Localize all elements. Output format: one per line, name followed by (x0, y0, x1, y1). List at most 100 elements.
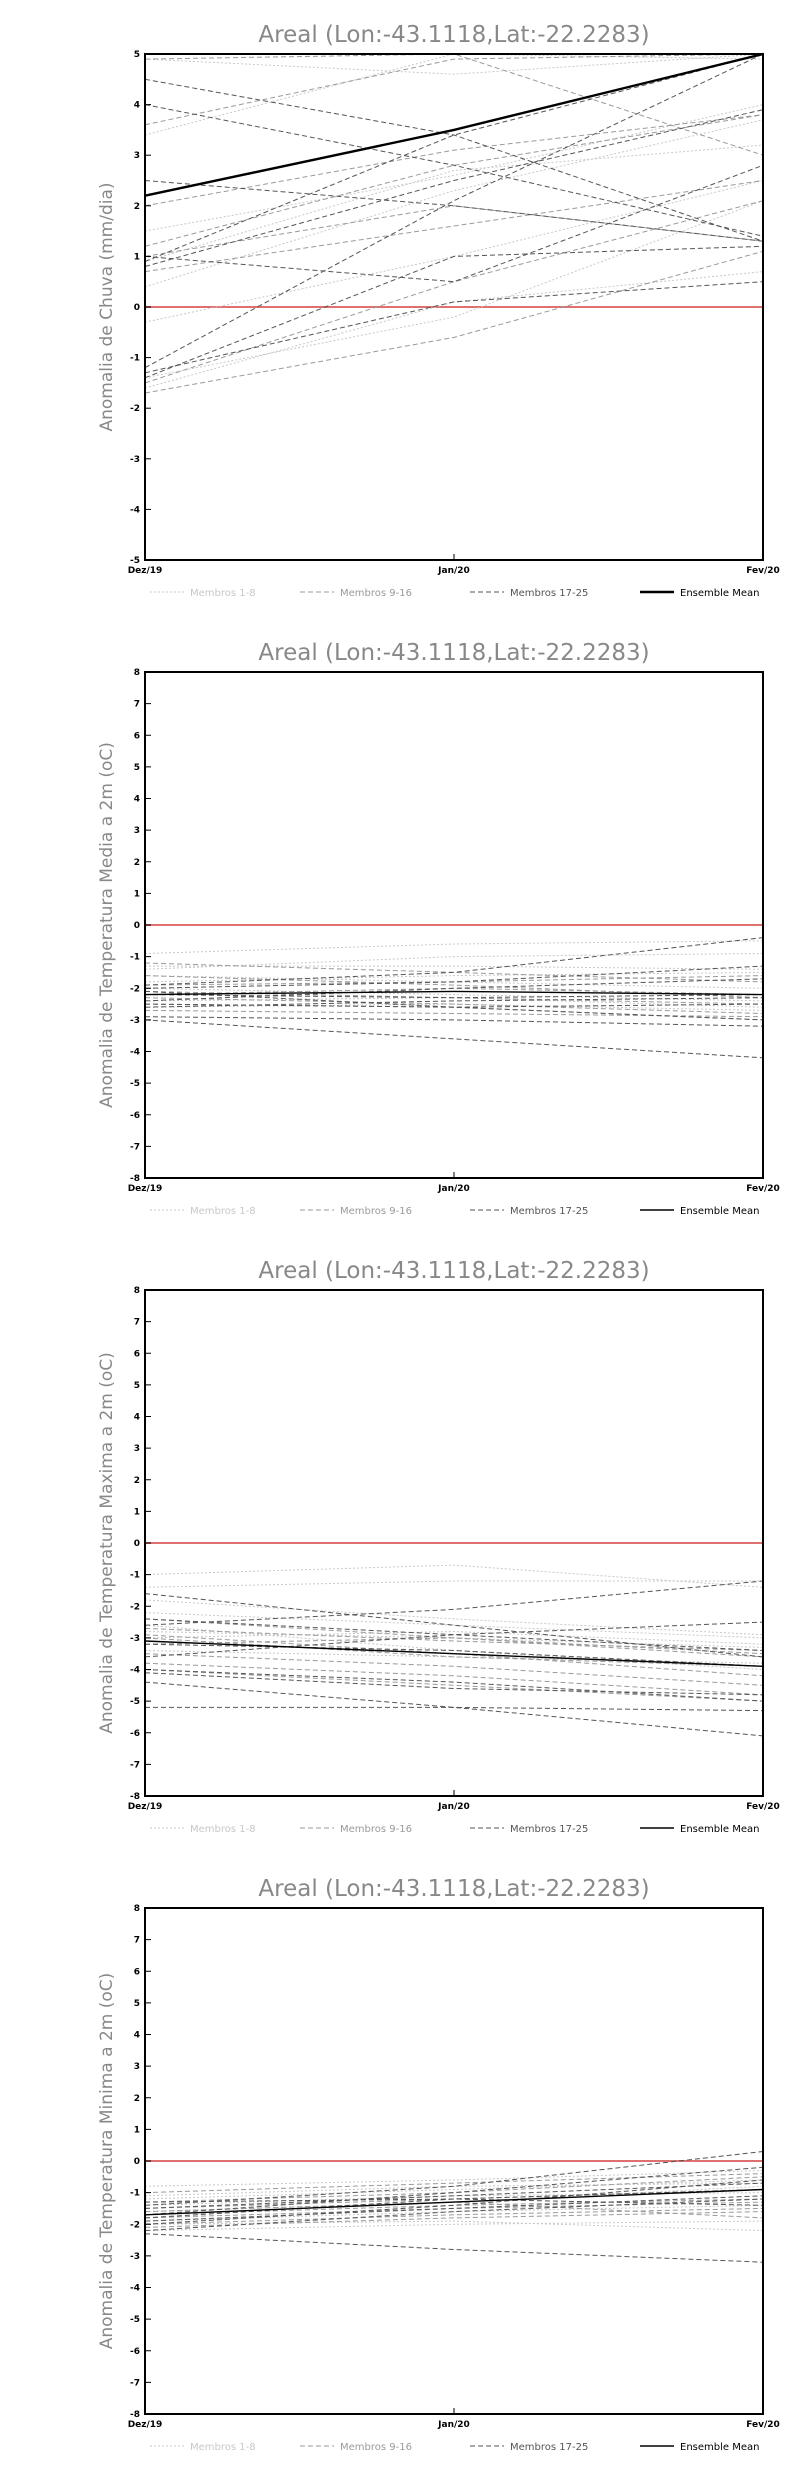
y-tick-label: -3 (130, 2252, 140, 2262)
y-tick-label: 1 (134, 1507, 140, 1517)
member-series-line (144, 53, 764, 369)
y-tick-label: 1 (134, 252, 140, 262)
legend-label: Membros 9-16 (340, 1206, 412, 1217)
y-tick-label: -4 (130, 1048, 140, 1058)
y-tick-label: -6 (130, 1111, 140, 1121)
member-series-line (144, 2211, 764, 2228)
legend-label: Membros 17-25 (510, 1206, 588, 1217)
y-axis-label: Anomalia de Temperatura Media a 2m (oC) (97, 742, 117, 1108)
y-tick-label: -4 (130, 505, 140, 515)
member-series-line (144, 1681, 764, 1737)
member-series-line (144, 962, 764, 983)
y-tick-label: 6 (134, 1349, 140, 1359)
member-series-line (144, 2170, 764, 2187)
member-series-line (144, 994, 764, 999)
y-tick-label: 5 (134, 1999, 140, 2009)
member-series-line (144, 937, 764, 986)
member-series-line (144, 2176, 764, 2203)
x-tick-label: Fev/20 (746, 566, 780, 576)
member-series-line (144, 2198, 764, 2206)
member-series-line (144, 144, 764, 262)
member-series-line (144, 109, 764, 267)
y-tick-label: -2 (130, 984, 140, 994)
y-tick-label: -7 (130, 1142, 140, 1152)
y-tick-label: 1 (134, 2125, 140, 2135)
member-series-line (144, 200, 764, 384)
member-series-line (144, 2189, 764, 2219)
y-tick-label: 4 (134, 795, 140, 805)
y-tick-label: -5 (130, 1079, 140, 1089)
y-tick-label: -1 (130, 953, 140, 963)
member-series-line (144, 281, 764, 374)
member-series-line (144, 2220, 764, 2232)
member-series-line (144, 53, 764, 262)
legend-label: Membros 9-16 (340, 588, 412, 599)
legend-label: Membros 9-16 (340, 1824, 412, 1835)
member-series-line (144, 2201, 764, 2219)
y-tick-label: 3 (134, 1444, 140, 1454)
member-series-line (144, 1662, 764, 1696)
member-series-line (144, 114, 764, 207)
member-series-line (144, 104, 764, 237)
y-tick-label: 4 (134, 2031, 140, 2041)
legend-label: Ensemble Mean (680, 2442, 759, 2453)
member-series-line (144, 997, 764, 1014)
legend-label: Membros 17-25 (510, 1824, 588, 1835)
member-series-line (144, 997, 764, 1008)
legend-label: Ensemble Mean (680, 588, 759, 599)
y-tick-label: 0 (134, 1539, 140, 1549)
member-series-line (144, 2201, 764, 2219)
member-series-line (144, 1634, 764, 1677)
member-series-line (144, 1630, 764, 1645)
x-tick-label: Dez/19 (128, 1184, 163, 1194)
y-tick-label: 0 (134, 303, 140, 313)
member-series-line (144, 1643, 764, 1667)
y-tick-label: -8 (130, 2410, 140, 2420)
member-series-line (144, 990, 764, 1005)
y-tick-label: 0 (134, 921, 140, 931)
mean-temperature-anomaly-chart: Areal (Lon:-43.1118,Lat:-22.2283) Anomali… (97, 640, 780, 1217)
member-series-line (144, 104, 764, 232)
ensemble-mean-line (144, 2188, 764, 2216)
y-tick-label: -2 (130, 2220, 140, 2230)
y-tick-label: -7 (130, 2378, 140, 2388)
x-tick-label: Jan/20 (437, 566, 470, 576)
member-series-line (144, 2182, 764, 2209)
y-tick-label: 2 (134, 1476, 140, 1486)
y-tick-label: 6 (134, 731, 140, 741)
y-tick-label: 8 (134, 1904, 140, 1914)
member-series-line (144, 1003, 764, 1008)
y-axis-label: Anomalia de Temperatura Minima a 2m (oC) (97, 1973, 117, 2350)
member-series-line (144, 1650, 764, 1664)
y-tick-label: 3 (134, 2062, 140, 2072)
member-series-line (144, 1003, 764, 1011)
x-tick-label: Dez/19 (128, 2420, 163, 2430)
member-series-line (144, 975, 764, 989)
member-series-line (144, 2198, 764, 2216)
member-series-line (144, 2173, 764, 2194)
y-tick-label: 7 (134, 1936, 140, 1946)
y-axis-label: Anomalia de Chuva (mm/dia) (97, 182, 117, 431)
legend-label: Membros 1-8 (190, 588, 256, 599)
y-tick-label: 1 (134, 889, 140, 899)
y-tick-label: 3 (134, 826, 140, 836)
member-series-line (144, 1672, 764, 1696)
chart-title: Areal (Lon:-43.1118,Lat:-22.2283) (258, 640, 649, 666)
member-series-line (144, 1669, 764, 1702)
member-series-line (144, 114, 764, 247)
ensemble-mean-line (144, 52, 764, 197)
y-tick-label: 2 (134, 858, 140, 868)
y-tick-label: 4 (134, 1413, 140, 1423)
y-tick-label: -3 (130, 1016, 140, 1026)
member-series-line (144, 1637, 764, 1658)
y-tick-label: 0 (134, 2157, 140, 2167)
member-series-line (144, 1612, 764, 1639)
y-tick-label: -6 (130, 2347, 140, 2357)
member-series-line (144, 1564, 764, 1588)
y-tick-label: 2 (134, 2094, 140, 2104)
legend-label: Membros 9-16 (340, 2442, 412, 2453)
member-series-line (144, 1627, 764, 1651)
member-series-line (144, 271, 764, 389)
member-series-line (144, 200, 764, 379)
